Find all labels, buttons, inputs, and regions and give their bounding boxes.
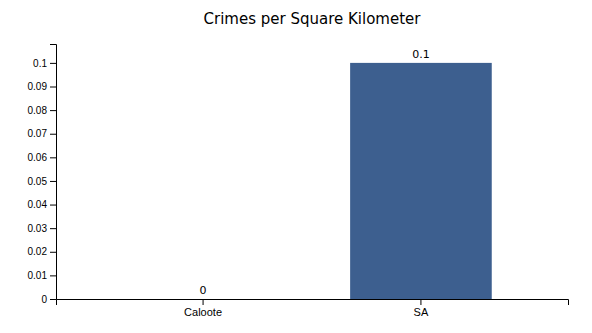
tick: 0.07 — [28, 128, 56, 139]
data-labels: 00.1 — [200, 48, 430, 297]
tick-label: Caloote — [184, 306, 222, 318]
tick: 0.08 — [28, 105, 56, 116]
tick: 0.04 — [28, 199, 56, 210]
tick-mark — [203, 299, 204, 305]
tick-label: 0.04 — [28, 199, 48, 210]
chart: 0 0.01 0.02 0.03 0.04 0.05 0.06 0.07 0.08 0.09 0.1… — [0, 0, 592, 333]
tick-label: SA — [414, 306, 429, 318]
tick-label: 0.07 — [28, 128, 48, 139]
tick-mark — [50, 63, 56, 64]
tick: 0.06 — [28, 152, 56, 163]
bars — [350, 63, 492, 299]
axis-line — [57, 300, 569, 306]
y-axis: 0 0.01 0.02 0.03 0.04 0.05 0.06 0.07 0.08 0.09 0.1 — [28, 45, 57, 305]
tick-mark — [50, 157, 56, 158]
tick-mark — [50, 181, 56, 182]
tick-mark — [420, 299, 421, 305]
tick-label: 0 — [41, 294, 47, 305]
axis-line — [50, 45, 57, 300]
tick-label: 0.1 — [33, 58, 47, 69]
tick: Caloote — [184, 299, 222, 318]
tick-mark — [50, 205, 56, 206]
tick-label: 0.03 — [28, 223, 48, 234]
tick: 0.02 — [28, 246, 56, 257]
tick: 0.1 — [33, 58, 56, 69]
tick-label: 0.09 — [28, 81, 48, 92]
tick: 0.03 — [28, 223, 56, 234]
tick-label: 0.05 — [28, 176, 48, 187]
bar — [132, 299, 274, 300]
bar — [350, 63, 492, 299]
tick-label: 0.01 — [28, 270, 48, 281]
tick: 0.09 — [28, 81, 56, 92]
data-label: 0 — [200, 284, 207, 297]
data-label: 0.1 — [412, 48, 430, 61]
tick-mark — [50, 110, 56, 111]
tick-mark — [50, 228, 56, 229]
title: Crimes per Square Kilometer — [204, 10, 422, 28]
tick-mark — [50, 252, 56, 253]
tick: 0.05 — [28, 176, 56, 187]
tick-mark — [50, 275, 56, 276]
tick: 0.01 — [28, 270, 56, 281]
tick: 0 — [41, 294, 56, 305]
tick-mark — [50, 87, 56, 88]
tick-mark — [50, 134, 56, 135]
plot: 0 0.01 0.02 0.03 0.04 0.05 0.06 0.07 0.08 0.09 0.1… — [28, 45, 569, 318]
tick-label: 0.02 — [28, 246, 48, 257]
tick-label: 0.06 — [28, 152, 48, 163]
x-axis: Caloote SA — [57, 299, 569, 318]
tick-mark — [50, 299, 56, 300]
tick-label: 0.08 — [28, 105, 48, 116]
tick: SA — [414, 299, 429, 318]
